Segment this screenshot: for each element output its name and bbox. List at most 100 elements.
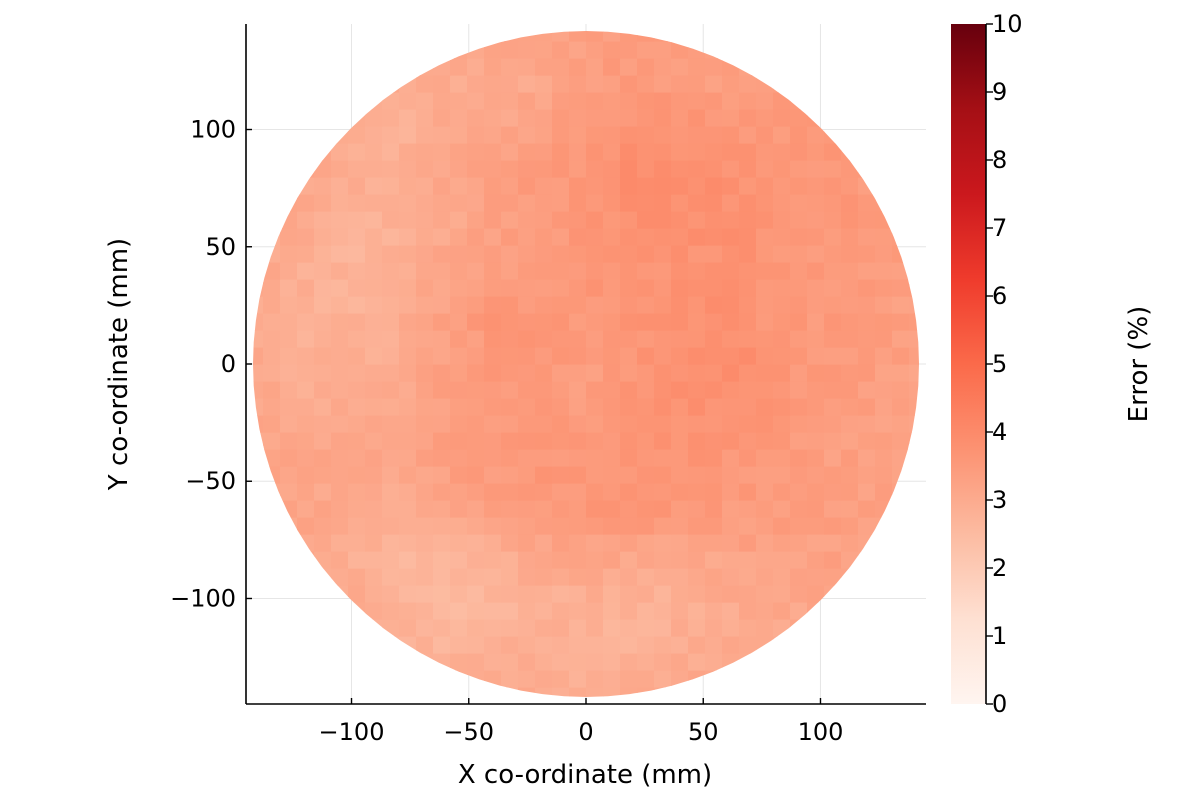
heatmap-cell [858, 228, 876, 246]
heatmap-cell [824, 296, 842, 314]
heatmap-cell [365, 330, 383, 348]
heatmap-cell [722, 279, 740, 297]
y-tick-label: 100 [190, 116, 236, 144]
heatmap-cell [671, 279, 689, 297]
heatmap-cell [773, 194, 791, 212]
heatmap-cell [450, 585, 468, 603]
heatmap-cell [467, 160, 485, 178]
heatmap-cell [552, 517, 570, 535]
heatmap-cell [552, 31, 570, 42]
heatmap-cell [433, 619, 451, 637]
heatmap-cell [399, 194, 417, 212]
heatmap-cell [552, 330, 570, 348]
heatmap-cell [603, 92, 621, 110]
heatmap-cell [807, 296, 825, 314]
heatmap-cell [773, 126, 791, 144]
heatmap-cell [484, 432, 502, 450]
heatmap-cell [671, 143, 689, 161]
heatmap-cell [586, 500, 604, 518]
heatmap-cell [841, 517, 859, 535]
heatmap-cells [253, 31, 919, 697]
heatmap-cell [518, 194, 536, 212]
heatmap-cell [739, 262, 757, 280]
heatmap-cell [790, 160, 808, 178]
heatmap-cell [688, 126, 706, 144]
colorbar-gradient [951, 24, 986, 704]
heatmap-cell [518, 330, 536, 348]
heatmap-cell [705, 194, 723, 212]
heatmap-cell [637, 653, 655, 671]
heatmap-cell [501, 619, 519, 637]
heatmap-cell [382, 500, 400, 518]
heatmap-cell [603, 585, 621, 603]
heatmap-cell [688, 551, 706, 569]
heatmap-cell [756, 364, 774, 382]
heatmap-cell [586, 415, 604, 433]
heatmap-cell [688, 381, 706, 399]
heatmap-cell [535, 687, 553, 697]
heatmap-cell [365, 296, 383, 314]
heatmap-cell [688, 364, 706, 382]
heatmap-cell [824, 500, 842, 518]
heatmap-cell [688, 279, 706, 297]
heatmap-cell [501, 296, 519, 314]
heatmap-cell [688, 398, 706, 416]
heatmap-cell [484, 262, 502, 280]
heatmap-cell [569, 415, 587, 433]
heatmap-cell [756, 109, 774, 127]
heatmap-cell [484, 228, 502, 246]
heatmap-cell [348, 364, 366, 382]
heatmap-cell [484, 211, 502, 229]
heatmap-cell [705, 398, 723, 416]
heatmap-cell [467, 381, 485, 399]
heatmap-cell [348, 585, 366, 603]
heatmap-cell [586, 109, 604, 127]
heatmap-cell [569, 279, 587, 297]
heatmap-cell [671, 517, 689, 535]
heatmap-cell [518, 670, 536, 688]
heatmap-cell [263, 245, 281, 263]
heatmap-cell [382, 228, 400, 246]
heatmap-cell [654, 92, 672, 110]
heatmap-cell [348, 143, 366, 161]
heatmap-cell [586, 143, 604, 161]
heatmap-cell [467, 330, 485, 348]
heatmap-cell [654, 670, 672, 688]
heatmap-cell [331, 517, 349, 535]
heatmap-cell [807, 330, 825, 348]
heatmap-cell [314, 194, 332, 212]
heatmap-cell [484, 517, 502, 535]
heatmap-cell [722, 75, 740, 93]
heatmap-cell [858, 194, 876, 212]
heatmap-cell [603, 126, 621, 144]
heatmap-cell [416, 330, 434, 348]
heatmap-cell [603, 568, 621, 586]
heatmap-cell [569, 585, 587, 603]
heatmap-cell [620, 160, 638, 178]
heatmap-cell [756, 500, 774, 518]
heatmap-cell [382, 636, 400, 654]
heatmap-cell [756, 432, 774, 450]
heatmap-cell [484, 126, 502, 144]
heatmap-cell [586, 41, 604, 59]
heatmap-cell [314, 262, 332, 280]
heatmap-cell [790, 500, 808, 518]
heatmap-cell [739, 398, 757, 416]
heatmap-cell [280, 415, 298, 433]
heatmap-cell [705, 126, 723, 144]
heatmap-cell [314, 160, 332, 178]
heatmap-cell [518, 432, 536, 450]
heatmap-cell [433, 279, 451, 297]
heatmap-cell [756, 194, 774, 212]
heatmap-cell [501, 330, 519, 348]
heatmap-cell [535, 92, 553, 110]
heatmap-cell [535, 568, 553, 586]
heatmap-cell [739, 517, 757, 535]
heatmap-cell [382, 483, 400, 501]
heatmap-cell [705, 296, 723, 314]
heatmap-cell [433, 653, 451, 671]
heatmap-cell [688, 347, 706, 365]
heatmap-cell [586, 568, 604, 586]
heatmap-cell [535, 347, 553, 365]
heatmap-cell [705, 483, 723, 501]
